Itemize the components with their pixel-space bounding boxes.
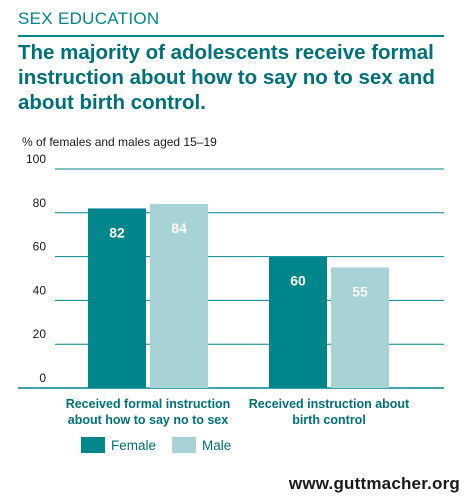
section-label: SEX EDUCATION <box>18 9 160 28</box>
legend-swatch-female <box>81 437 105 453</box>
x-category-label: Received instruction about <box>249 397 410 411</box>
bar-female <box>269 256 327 388</box>
x-category-label: about how to say no to sex <box>68 413 228 427</box>
bar-male <box>150 204 208 388</box>
y-tick-label: 40 <box>33 283 47 297</box>
x-category-label: Received formal instruction <box>66 397 231 411</box>
data-label: 82 <box>109 224 125 240</box>
bar-male <box>331 267 389 388</box>
legend-item-female: Female <box>81 437 156 453</box>
footer-url: www.guttmacher.org <box>288 474 460 493</box>
y-tick-label: 100 <box>26 152 46 166</box>
legend-swatch-male <box>172 437 197 453</box>
data-label: 55 <box>352 284 368 300</box>
header-rule <box>18 35 444 37</box>
y-tick-label: 20 <box>33 327 47 341</box>
data-label: 84 <box>171 220 187 236</box>
legend-label-female: Female <box>111 437 157 453</box>
y-tick-label: 60 <box>33 240 47 254</box>
y-axis-label: % of females and males aged 15–19 <box>22 135 217 149</box>
x-category-label: birth control <box>292 413 366 427</box>
bar-female <box>88 208 146 388</box>
chart-title: The majority of adolescents receive form… <box>18 41 435 114</box>
legend-item-male: Male <box>172 437 231 453</box>
data-label: 60 <box>290 273 306 289</box>
y-tick-label: 80 <box>33 196 47 210</box>
y-tick-label: 0 <box>39 371 46 385</box>
legend: Female Male <box>81 437 247 453</box>
legend-label-male: Male <box>202 437 232 453</box>
